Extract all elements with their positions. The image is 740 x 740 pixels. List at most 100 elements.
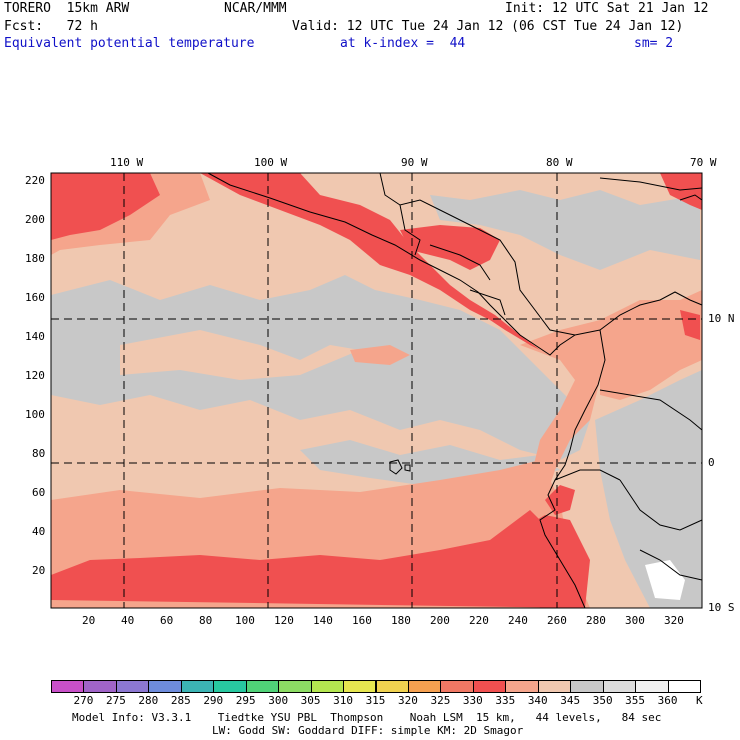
colorbar-swatch — [213, 680, 247, 693]
theta-e-330-regions — [51, 173, 702, 608]
x-tick: 300 — [625, 614, 645, 627]
smoothing-label: sm= 2 — [634, 36, 674, 51]
colorbar-swatch — [245, 680, 280, 693]
colorbar-swatch — [440, 680, 474, 693]
border-honduras — [429, 244, 491, 281]
x-tick: 60 — [160, 614, 174, 627]
x-tick: 40 — [121, 614, 135, 627]
colorbar-unit: K — [696, 694, 703, 707]
x-tick: 180 — [391, 614, 411, 627]
y-tick: 20 — [32, 564, 46, 577]
y-tick: 40 — [32, 525, 46, 538]
colorbar-label: 295 — [235, 694, 256, 707]
lon-label-70w: 70 W — [690, 156, 717, 169]
x-tick: 280 — [586, 614, 606, 627]
salmon-colombia — [600, 290, 702, 400]
y-tick: 180 — [25, 252, 45, 265]
grey-region-north-pacific — [51, 275, 590, 460]
coastlines — [207, 172, 703, 609]
red-peru-coast — [520, 515, 590, 608]
hispaniola — [679, 194, 703, 201]
colorbar-swatch — [278, 680, 312, 693]
valid-time: Valid: 12 UTC Tue 24 Jan 12 (06 CST Tue … — [292, 19, 684, 34]
y-tick: 80 — [32, 447, 46, 460]
model-label: TORERO 15km ARW — [4, 1, 130, 16]
colorbar-swatch — [115, 680, 150, 693]
colorbar-swatch — [343, 680, 377, 693]
border-colombia — [599, 389, 703, 431]
x-tick: 220 — [469, 614, 489, 627]
theta-e-355-region — [645, 560, 685, 600]
colorbar-swatch — [310, 680, 345, 693]
colorbar-swatch — [505, 680, 539, 693]
colorbar-label: 330 — [462, 694, 483, 707]
border-peru — [619, 479, 703, 531]
colorbar-swatch — [180, 680, 215, 693]
x-tick: 320 — [664, 614, 684, 627]
grey-region-andes — [595, 370, 702, 608]
border-brazil — [639, 549, 703, 581]
colorbar-label: 270 — [73, 694, 94, 707]
colorbar-label: 285 — [170, 694, 191, 707]
salmon-panama — [520, 320, 610, 500]
coast-caribbean-sa — [599, 291, 703, 331]
colorbar-label: 340 — [527, 694, 548, 707]
y-tick: 60 — [32, 486, 46, 499]
colorbar-label: 290 — [203, 694, 224, 707]
red-east-caribbean — [660, 173, 702, 210]
lat-label-10n: 10 N — [708, 312, 735, 325]
colorbar-swatch — [148, 680, 182, 693]
colorbar-swatch — [570, 680, 604, 693]
forecast-hour: Fcst: 72 h — [4, 19, 98, 34]
y-tick: 120 — [25, 369, 45, 382]
init-time: Init: 12 UTC Sat 21 Jan 12 — [505, 1, 709, 16]
y-tick: 160 — [25, 291, 45, 304]
border-guatemala — [399, 204, 421, 256]
red-mexico — [200, 173, 540, 350]
x-tick: 140 — [313, 614, 333, 627]
colorbar-label: 355 — [625, 694, 646, 707]
colorbar-swatch — [537, 680, 572, 693]
colorbar-swatch — [407, 680, 442, 693]
y-tick: 200 — [25, 213, 45, 226]
colorbar-label: 360 — [657, 694, 678, 707]
colorbar-label: 315 — [365, 694, 386, 707]
colorbar-swatch — [375, 680, 409, 693]
cuba — [599, 177, 703, 191]
y-tick: 140 — [25, 330, 45, 343]
x-tick: 160 — [352, 614, 372, 627]
model-info: Model Info: V3.3.1 Tiedtke YSU PBL Thomp… — [72, 711, 662, 724]
y-tick: 100 — [25, 408, 45, 421]
x-tick: 200 — [430, 614, 450, 627]
lon-label-100w: 100 W — [254, 156, 288, 169]
lat-label-0: 0 — [708, 456, 715, 469]
coast-mexico — [207, 172, 576, 356]
x-tick: 120 — [274, 614, 294, 627]
lat-label-10s: 10 S — [708, 601, 735, 614]
red-south-band — [51, 510, 585, 608]
salmon-blob-center — [350, 345, 410, 365]
x-tick: 100 — [235, 614, 255, 627]
colorbar-swatch — [51, 680, 85, 693]
border-ecuador — [554, 469, 621, 481]
physics-info: LW: Godd SW: Goddard DIFF: simple KM: 2D… — [212, 724, 524, 737]
center-label: NCAR/MMM — [224, 1, 287, 16]
colorbar-label: 320 — [398, 694, 418, 707]
colorbar-label: 300 — [268, 694, 289, 707]
grey-region-caribbean — [430, 190, 700, 270]
colorbar-swatch — [667, 680, 701, 693]
colorbar-label: 310 — [333, 694, 353, 707]
grey-region-central — [120, 330, 360, 380]
x-tick: 20 — [82, 614, 96, 627]
colorbar-swatch — [472, 680, 507, 693]
red-honduras — [400, 225, 500, 270]
lon-label-110w: 110 W — [110, 156, 144, 169]
red-nw-corner — [51, 173, 160, 240]
colorbar-label: 280 — [138, 694, 159, 707]
x-tick: 240 — [508, 614, 528, 627]
x-tick: 260 — [547, 614, 567, 627]
border-nicaragua — [469, 289, 506, 316]
colorbar-swatch — [602, 680, 637, 693]
field-name: Equivalent potential temperature — [4, 36, 255, 51]
